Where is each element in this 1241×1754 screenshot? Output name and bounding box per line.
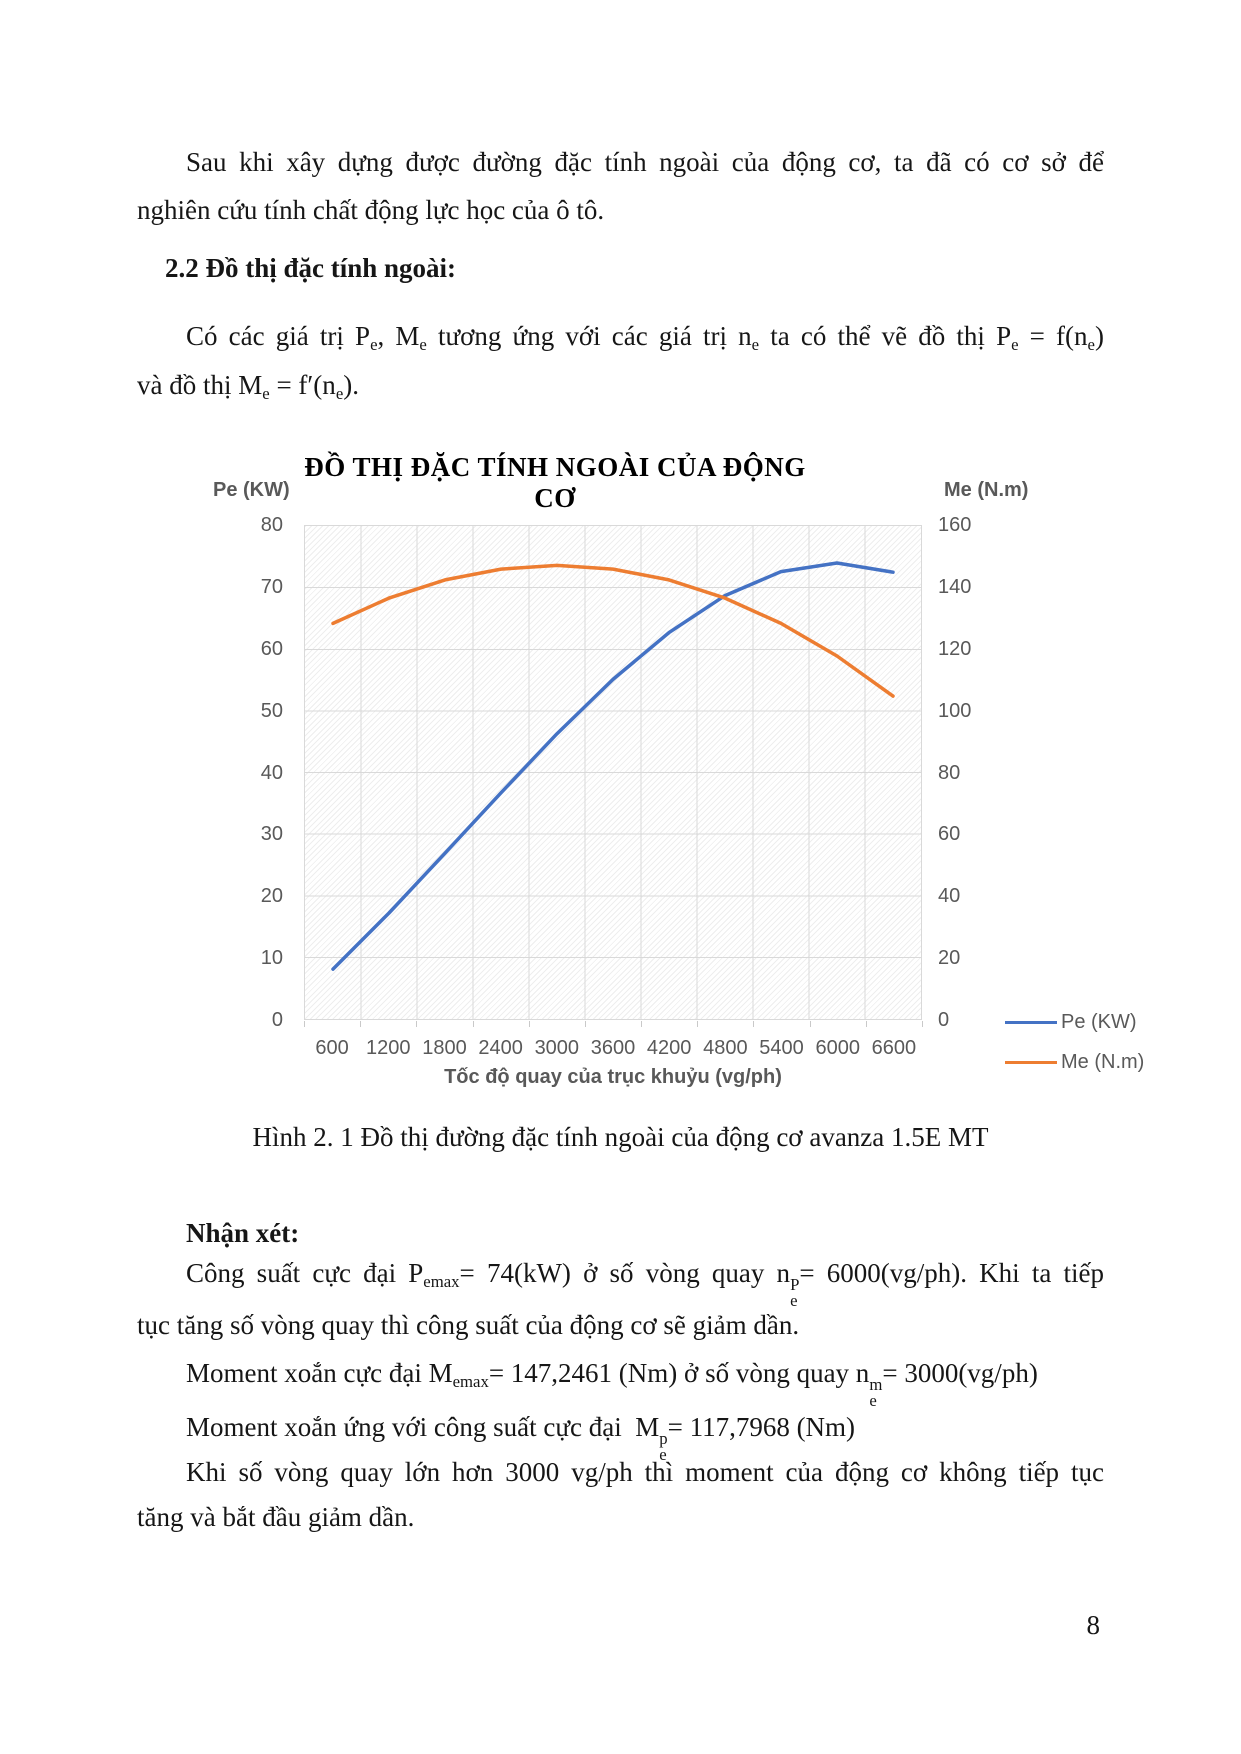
axis-tick-label: 80 [260,514,283,536]
axis-tickmark [809,1021,811,1027]
section-heading: 2.2 Đồ thị đặc tính ngoài: [165,253,457,283]
axis-tickmark [528,1021,530,1027]
figure-caption: Hình 2. 1 Đồ thị đường đặc tính ngoài củ… [252,1122,989,1152]
axis-tickmark [360,1021,362,1027]
plot-svg [305,526,921,1019]
remarks-line-6: tăng và bắt đầu giảm dần. [137,1502,415,1532]
legend-item: Pe (KW) [1005,1002,1144,1042]
axis-tick-label: 120 [938,637,972,660]
axis-tick-label: 100 [938,699,972,722]
axis-tick-label: 1200 [366,1037,411,1059]
remarks-line-1: Công suất cực đại Pemax= 74(kW) ở số vòn… [186,1258,1105,1311]
axis-tickmark [472,1021,474,1027]
axis-tick-label: 3000 [534,1037,580,1059]
axis-tick-label: 4800 [703,1037,748,1059]
axis-tick-label: 40 [938,885,961,908]
axis-tick-label: 70 [260,575,283,598]
axis-tickmark [304,1021,305,1027]
axis-tick-label: 160 [938,514,972,536]
axis-tick-label: 6600 [871,1037,917,1059]
axis-tick-label: 20 [260,885,283,908]
intro-line-2: nghiên cứu tính chất động lực học của ô … [137,195,605,225]
axis-tick-label: 30 [260,823,283,846]
axis-tick-label: 4200 [646,1037,692,1059]
axis-tickmark [865,1021,867,1027]
axis-tickmark [416,1021,418,1027]
legend-label: Pe (KW) [1061,1010,1137,1033]
x-axis-ticks: 600 1200 1800 2400 3000 3600 4200 4800 5400 6000 6… [304,1035,922,1061]
axis-tick-label: 0 [938,1009,950,1031]
remarks-line-5: Khi số vòng quay lớn hơn 3000 vg/ph thì … [186,1457,1104,1487]
axis-tick-label: 140 [938,575,972,598]
page-number: 8 [1086,1610,1101,1640]
axis-tick-label: 60 [260,637,283,660]
left-axis-title: Pe (KW) [213,479,290,501]
axis-tickmark [697,1021,699,1027]
chart-legend: Pe (KW) Me (N.m) [1005,1002,1144,1082]
right-axis-title: Me (N.m) [944,479,1029,501]
series-line-pe-kw- [331,561,895,971]
intro-line-1: Sau khi xây dựng được đường đặc tính ngo… [186,147,1104,177]
left-axis-ticks: 80 70 60 50 40 30 20 10 0 [183,514,283,1031]
axis-tickmark [584,1021,586,1027]
legend-line-swatch [1005,1060,1057,1064]
legend-item: Me (N.m) [1005,1042,1144,1082]
axis-tick-label: 40 [260,761,283,784]
remarks-line-3: Moment xoắn cực đại Memax= 147,2461 (Nm)… [186,1358,1038,1411]
axis-tick-label: 2400 [478,1037,523,1059]
para-line-2: và đồ thị Me = f′(ne). [137,370,359,404]
x-axis-tickmarks [304,1021,923,1027]
axis-tick-label: 60 [938,823,961,846]
para-line-1: Có các giá trị Pe, Me tương ứng với các … [186,321,1104,355]
legend-label: Me (N.m) [1061,1050,1145,1073]
axis-tick-label: 1800 [422,1037,467,1059]
axis-tick-label: 0 [271,1009,283,1031]
axis-tickmark [922,1021,923,1027]
remarks-heading: Nhận xét: [186,1218,300,1248]
remarks-line-2: tục tăng số vòng quay thì công suất của … [137,1310,800,1340]
axis-tick-label: 80 [938,761,961,784]
axis-tick-label: 20 [938,947,961,970]
axis-tick-label: 3600 [590,1037,636,1059]
axis-tick-label: 10 [260,947,283,970]
legend-line-swatch [1005,1020,1057,1024]
axis-tickmark [641,1021,643,1027]
axis-tick-label: 50 [260,699,283,722]
axis-tickmark [753,1021,755,1027]
axis-tick-label: 5400 [759,1037,804,1059]
axis-tick-label: 6000 [815,1037,860,1059]
chart-title: ĐỒ THỊ ĐẶC TÍNH NGOÀI CỦA ĐỘNG CƠ [304,452,806,513]
series-line-me-n-m- [331,563,895,698]
right-axis-ticks: 160 140 120 100 80 60 40 20 0 [938,514,1018,1031]
x-axis-title: Tốc độ quay của trục khuỷu (vg/ph) [444,1066,782,1088]
axis-tick-label: 600 [315,1037,349,1059]
plot-area [304,525,922,1020]
